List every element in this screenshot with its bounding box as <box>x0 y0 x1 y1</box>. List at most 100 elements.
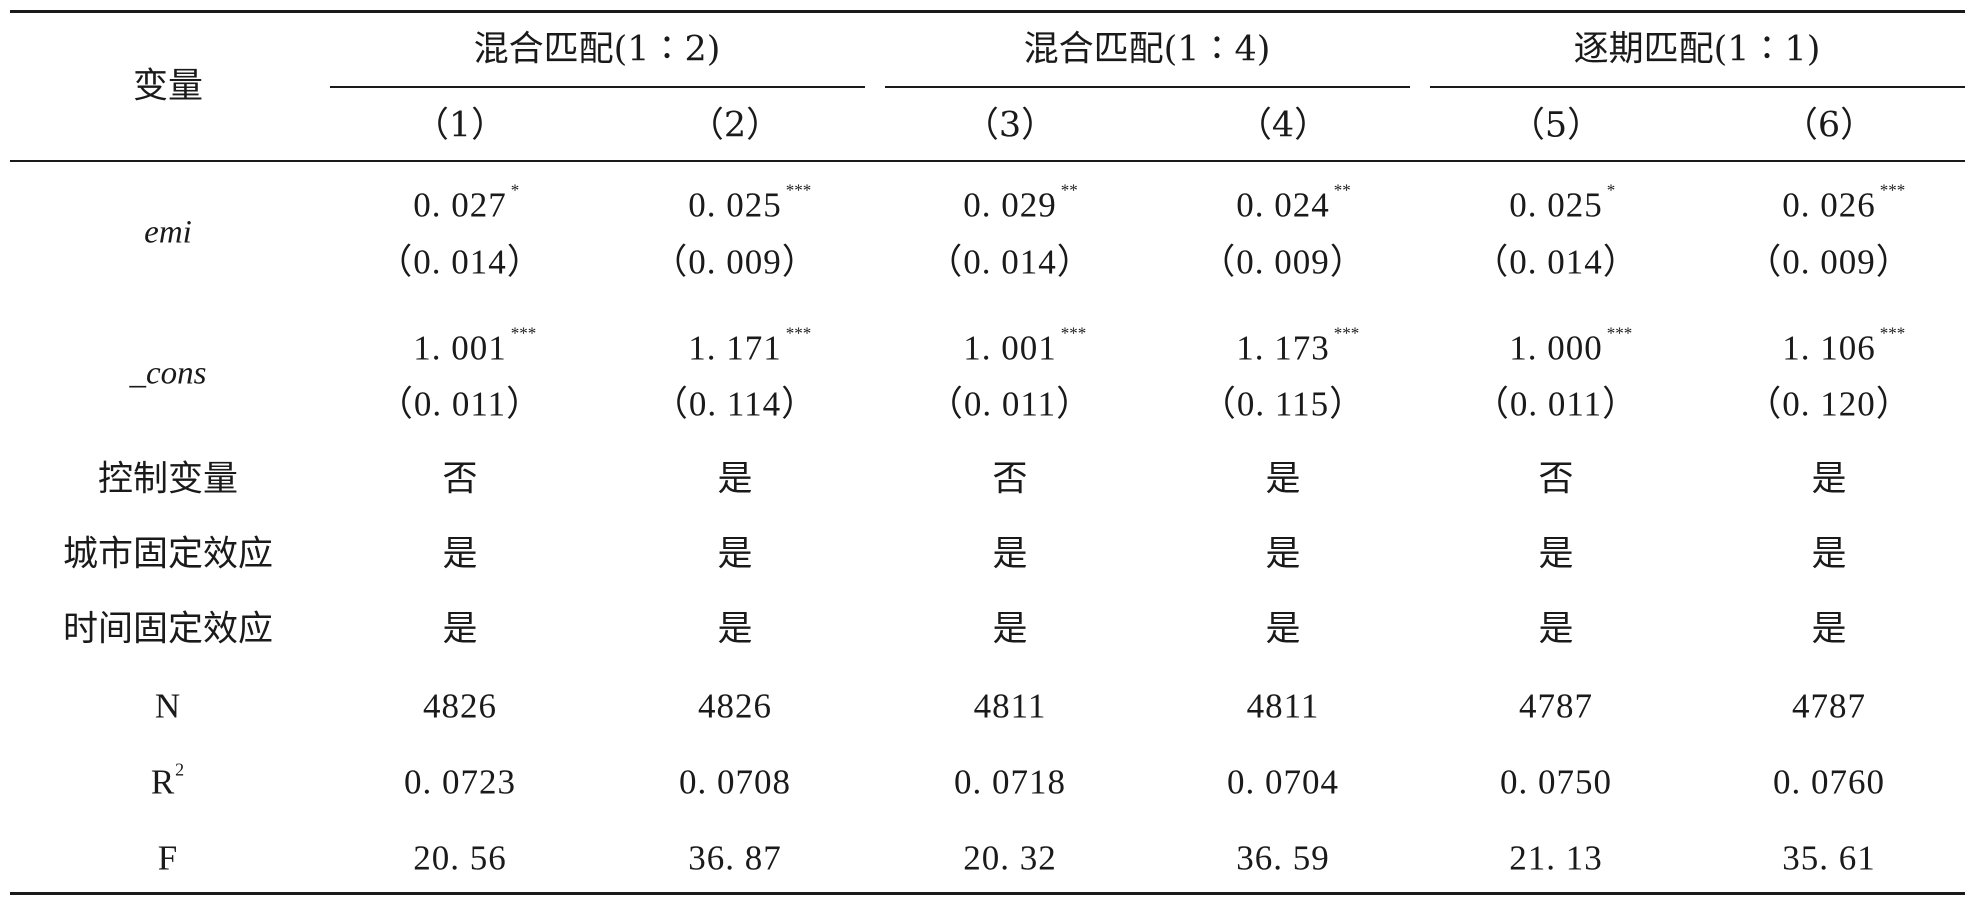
significance-stars: *** <box>510 323 537 343</box>
cons-coef-col-6: 1. 106 *** <box>1782 325 1905 366</box>
row-label-controls: 控制变量 <box>97 459 239 500</box>
cons-coef-col-4: 1. 173 *** <box>1236 325 1359 368</box>
f-value-col-5: 21. 13 <box>1509 838 1603 878</box>
top-rule <box>10 10 1965 13</box>
column-header-2: （2） <box>688 105 782 146</box>
bottom-rule <box>10 892 1965 895</box>
emi-coef-value: 0. 027 <box>413 185 507 225</box>
time-fe-value-col-5: 是 <box>1538 609 1574 650</box>
significance-stars: * <box>1606 180 1616 200</box>
significance-stars: *** <box>1333 323 1360 343</box>
significance-stars: * <box>510 180 520 200</box>
significance-stars: ** <box>1333 180 1351 200</box>
r2-value-col-5: 0. 0750 <box>1500 762 1612 802</box>
city-fe-value-col-6: 是 <box>1811 534 1847 575</box>
time-fe-value-col-3: 是 <box>992 609 1028 650</box>
controls-value-col-6: 是 <box>1811 459 1847 500</box>
significance-stars: *** <box>785 323 812 343</box>
emi-coef-value: 0. 025 <box>1509 185 1603 225</box>
emi-coef-col-4: 0. 024 ** <box>1236 182 1351 225</box>
controls-value-col-1: 否 <box>442 459 478 500</box>
cons-se-col-4: （0. 115） <box>1200 384 1366 424</box>
row-label-time-fe: 时间固定效应 <box>62 609 274 650</box>
cons-coef-value: 1. 171 <box>688 328 782 368</box>
f-value-col-3: 20. 32 <box>963 838 1057 878</box>
cons-coef-col-2: 1. 171 *** <box>688 325 811 368</box>
r2-label-text: R <box>150 762 176 802</box>
city-fe-value-col-5: 是 <box>1538 534 1574 575</box>
emi-se-col-1: （0. 014） <box>377 242 543 282</box>
significance-stars: *** <box>1879 180 1906 200</box>
cons-coef-col-1: 1. 001 *** <box>413 325 536 368</box>
n-value-col-2: 4826 <box>698 686 772 726</box>
f-value-col-6: 35. 61 <box>1782 838 1876 878</box>
column-header-5: （5） <box>1509 105 1603 146</box>
n-value-col-3: 4811 <box>973 686 1047 726</box>
significance-stars: *** <box>1606 323 1633 343</box>
significance-stars: *** <box>785 180 812 200</box>
cons-coef-col-3: 1. 001 *** <box>963 325 1086 368</box>
cons-se-col-3: （0. 011） <box>927 384 1093 424</box>
cons-se-col-1: （0. 011） <box>377 384 543 424</box>
r2-label-superscript: 2 <box>175 759 186 780</box>
significance-stars: *** <box>1060 323 1087 343</box>
controls-value-col-2: 是 <box>717 459 753 500</box>
column-header-4: （4） <box>1236 105 1330 146</box>
emi-coef-col-6: 0. 026 *** <box>1782 182 1905 225</box>
column-header-1: （1） <box>413 105 507 146</box>
r2-value-col-2: 0. 0708 <box>679 762 791 802</box>
emi-coef-col-1: 0. 027 * <box>413 182 519 225</box>
emi-coef-col-3: 0. 029 ** <box>963 182 1078 225</box>
f-value-col-2: 36. 87 <box>688 838 782 878</box>
n-value-col-6: 4787 <box>1792 686 1866 726</box>
emi-se-col-5: （0. 014） <box>1473 242 1639 282</box>
group-underline-2 <box>885 86 1410 88</box>
cons-se-col-2: （0. 114） <box>652 384 818 424</box>
group-header-mixed-1-4: 混合匹配(1∶4) <box>1023 29 1271 70</box>
cons-coef-col-5: 1. 000 *** <box>1509 325 1632 366</box>
emi-coef-col-2: 0. 025 *** <box>688 182 811 225</box>
group-header-mixed-1-2: 混合匹配(1∶2) <box>473 29 721 70</box>
cons-coef-value: 1. 173 <box>1236 328 1330 368</box>
controls-value-col-4: 是 <box>1265 459 1301 500</box>
r2-value-col-4: 0. 0704 <box>1227 762 1339 802</box>
column-header-3: （3） <box>963 105 1057 146</box>
emi-coef-value: 0. 029 <box>963 185 1057 225</box>
emi-coef-col-5: 0. 025 * <box>1509 182 1615 225</box>
n-value-col-4: 4811 <box>1246 686 1320 726</box>
r2-value-col-6: 0. 0760 <box>1773 762 1885 802</box>
significance-stars: *** <box>1879 323 1906 343</box>
controls-value-col-3: 否 <box>992 459 1028 500</box>
emi-se-col-4: （0. 009） <box>1200 242 1366 282</box>
row-label-city-fe: 城市固定效应 <box>62 534 274 575</box>
group-header-period-1-1: 逐期匹配(1∶1) <box>1573 29 1821 70</box>
time-fe-value-col-2: 是 <box>717 609 753 650</box>
row-label-cons: _cons <box>129 355 207 392</box>
n-value-col-1: 4826 <box>423 686 497 726</box>
emi-coef-value: 0. 026 <box>1782 185 1876 225</box>
emi-se-col-2: （0. 009） <box>652 242 818 282</box>
cons-coef-value: 1. 001 <box>413 328 507 368</box>
n-value-col-5: 4787 <box>1519 686 1593 726</box>
controls-value-col-5: 否 <box>1538 459 1574 500</box>
r2-value-col-1: 0. 0723 <box>404 762 516 802</box>
r2-value-col-3: 0. 0718 <box>954 762 1066 802</box>
row-label-r2: R2 <box>150 761 185 802</box>
time-fe-value-col-6: 是 <box>1811 609 1847 650</box>
time-fe-value-col-1: 是 <box>442 609 478 650</box>
row-label-emi: emi <box>144 214 192 251</box>
emi-coef-value: 0. 024 <box>1236 185 1330 225</box>
city-fe-value-col-3: 是 <box>992 534 1028 575</box>
time-fe-value-col-4: 是 <box>1265 609 1301 650</box>
emi-se-col-3: （0. 014） <box>927 242 1093 282</box>
cons-se-col-6: （0. 120） <box>1746 384 1912 424</box>
city-fe-value-col-4: 是 <box>1265 534 1301 575</box>
city-fe-value-col-2: 是 <box>717 534 753 575</box>
variable-header: 变量 <box>132 66 204 107</box>
column-header-6: （6） <box>1782 105 1876 146</box>
row-label-f: F <box>157 838 179 878</box>
emi-coef-value: 0. 025 <box>688 185 782 225</box>
header-rule <box>10 160 1965 162</box>
row-label-n: N <box>154 686 182 726</box>
cons-coef-value: 1. 001 <box>963 328 1057 368</box>
